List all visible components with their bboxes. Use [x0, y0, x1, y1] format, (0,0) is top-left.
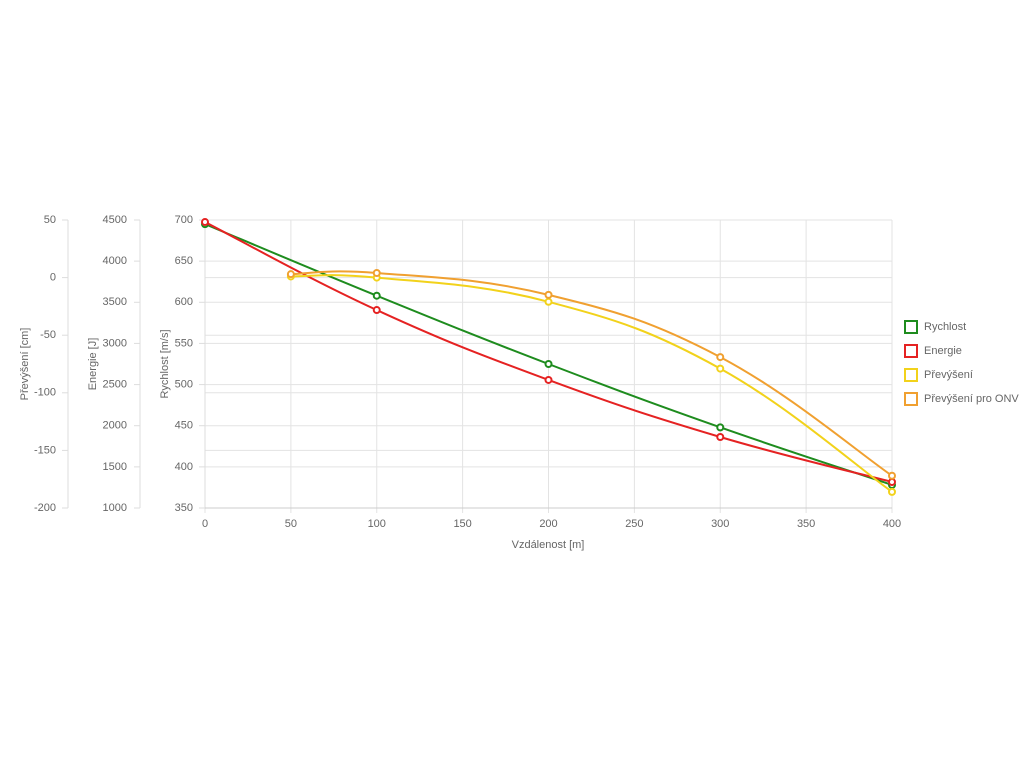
y-tick-label: 400	[175, 461, 193, 473]
x-tick-label: 300	[711, 518, 729, 530]
y-tick-label: 4000	[103, 255, 127, 267]
data-point	[372, 268, 381, 277]
data-point	[888, 477, 896, 486]
data-point	[544, 375, 553, 384]
legend-label: Energie	[924, 345, 962, 357]
y-tick-label: 1000	[103, 502, 127, 514]
y-tick-label: 0	[50, 272, 56, 284]
y-tick-label: 450	[175, 420, 193, 432]
legend-label: Převýšení pro ONV	[924, 393, 1019, 405]
legend-swatch	[904, 344, 918, 358]
data-point	[888, 471, 896, 480]
legend-label: Převýšení	[924, 369, 973, 381]
legend-label: Rychlost	[924, 321, 966, 333]
data-point	[544, 297, 553, 306]
data-point	[716, 364, 725, 373]
x-tick-label: 250	[625, 518, 643, 530]
data-point	[201, 218, 209, 227]
y-tick-label: -150	[34, 444, 56, 456]
legend-swatch	[904, 368, 918, 382]
x-tick-label: 150	[453, 518, 471, 530]
data-point	[372, 306, 381, 315]
y-tick-label: 3500	[103, 296, 127, 308]
series-line	[290, 270, 893, 477]
y-tick-label: 650	[175, 255, 193, 267]
data-point	[888, 487, 896, 496]
y-tick-label: 1500	[103, 461, 127, 473]
y-tick-label: -200	[34, 502, 56, 514]
x-tick-label: 350	[797, 518, 815, 530]
data-point	[544, 290, 553, 299]
y-tick-label: 500	[175, 378, 193, 390]
y-tick-label: 3000	[103, 337, 127, 349]
y-axis-label: Rychlost [m/s]	[159, 329, 171, 398]
y2-axis-label: Energie [J]	[87, 338, 99, 391]
x-tick-label: 50	[285, 518, 297, 530]
x-tick-label: 100	[368, 518, 386, 530]
data-point	[372, 291, 381, 300]
y-tick-label: 4500	[103, 214, 127, 226]
y-tick-label: 700	[175, 214, 193, 226]
y-tick-label: 550	[175, 337, 193, 349]
y3-axis-label: Převýšení [cm]	[19, 328, 31, 401]
x-axis-label: Vzdálenost [m]	[512, 539, 585, 551]
x-tick-label: 200	[539, 518, 557, 530]
x-tick-label: 400	[883, 518, 901, 530]
y-tick-label: -50	[40, 329, 56, 341]
data-point	[716, 423, 725, 432]
data-point	[716, 353, 725, 362]
y-tick-label: 350	[175, 502, 193, 514]
y-tick-label: -100	[34, 387, 56, 399]
data-point	[544, 360, 553, 368]
y-tick-label: 2000	[103, 420, 127, 432]
data-point	[286, 270, 295, 279]
y-tick-label: 2500	[103, 378, 127, 390]
data-point	[716, 432, 725, 441]
legend-swatch	[904, 320, 918, 334]
series-line	[290, 274, 893, 493]
y-tick-label: 600	[175, 296, 193, 308]
legend-swatch	[904, 392, 918, 406]
x-tick-label: 0	[202, 518, 208, 530]
y-tick-label: 50	[44, 214, 56, 226]
